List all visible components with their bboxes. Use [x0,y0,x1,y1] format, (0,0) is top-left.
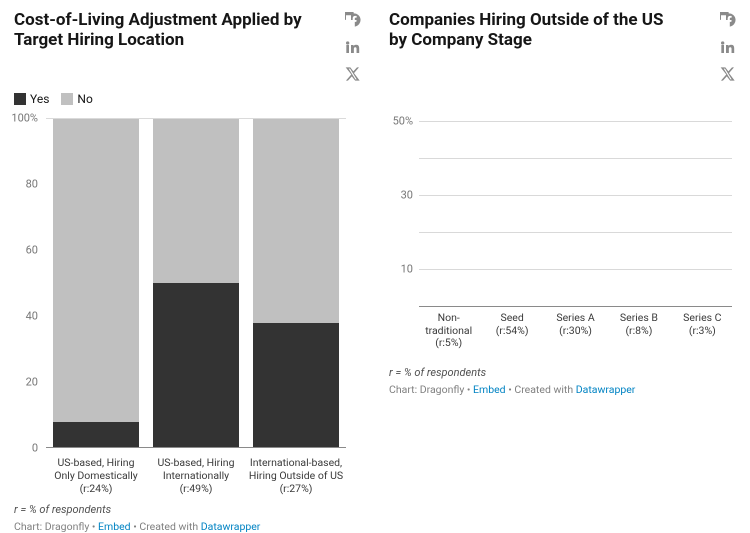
x-icon[interactable] [345,66,361,86]
legend-swatch-no [61,93,73,105]
left-footnote: r = % of respondents [14,503,361,516]
credit-prefix: Chart: Dragonfly • [389,383,473,396]
right-chart-panel: Companies Hiring Outside of the US by Co… [375,0,750,527]
y-tick: 60 [26,244,38,257]
legend-label-yes: Yes [30,92,49,106]
share-icons-left [345,10,361,86]
legend-swatch-yes [14,93,26,105]
right-footnote: r = % of respondents [389,366,736,379]
gridline: 10 [419,269,732,270]
segment-yes [153,283,239,448]
legend-item-no: No [61,92,92,106]
bar-column [146,118,246,448]
left-chart-legend: Yes No [14,92,361,106]
right-chart-header: Companies Hiring Outside of the US by Co… [389,10,736,86]
y-tick: 20 [26,376,38,389]
right-bars [419,102,732,306]
right-chart-area: 50%3010 Non-traditional(r:5%)Seed(r:54%)… [389,102,736,342]
gridline: 30 [419,195,732,196]
linkedin-icon[interactable] [345,39,361,59]
x-axis-label: Seed(r:54%) [482,312,541,350]
left-chart-title: Cost-of-Living Adjustment Applied by Tar… [14,10,304,51]
stacked-bar [53,118,139,448]
x-icon[interactable] [720,66,736,86]
facebook-icon[interactable] [345,12,361,32]
y-tick-label: 50% [393,114,419,127]
y-tick: 80 [26,178,38,191]
x-axis-label: Series B(r:8%) [609,312,668,350]
y-tick: 100% [11,112,38,125]
stacked-bar [253,118,339,448]
y-tick: 40 [26,310,38,323]
gridline [419,232,732,233]
right-x-labels: Non-traditional(r:5%)Seed(r:54%)Series A… [419,312,732,350]
facebook-icon[interactable] [720,12,736,32]
y-tick-label: 30 [401,188,419,201]
gridline [419,158,732,159]
segment-yes [53,422,139,448]
left-chart-panel: Cost-of-Living Adjustment Applied by Tar… [0,0,375,527]
gridline: 50% [419,121,732,122]
x-axis-label: Series A(r:30%) [546,312,605,350]
bar-column [46,118,146,448]
bar-column [246,118,346,448]
right-chart-title: Companies Hiring Outside of the US by Co… [389,10,679,51]
gridline [419,306,732,307]
left-chart-area: 100%806040200 US-based, Hiring Only Dome… [14,118,361,495]
x-axis-label: Series C(r:3%) [673,312,732,350]
share-icons-right [720,10,736,86]
credit-mid: • Created with [506,383,576,396]
embed-link[interactable]: Embed [473,383,506,396]
datawrapper-link[interactable]: Datawrapper [576,383,636,396]
segment-yes [253,323,339,448]
y-tick-label: 10 [401,262,419,275]
segment-no [53,118,139,422]
linkedin-icon[interactable] [720,39,736,59]
segment-no [153,118,239,283]
legend-item-yes: Yes [14,92,49,106]
right-credit: Chart: Dragonfly • Embed • Created with … [389,383,736,396]
left-chart-header: Cost-of-Living Adjustment Applied by Tar… [14,10,361,86]
stacked-bar [153,118,239,448]
stacked-chart: 100%806040200 [14,118,361,488]
segment-no [253,118,339,323]
legend-label-no: No [77,92,92,106]
y-tick: 0 [32,442,38,455]
left-bars-row [46,118,346,448]
left-y-axis: 100%806040200 [14,118,42,448]
right-grid-area: 50% 30 10 [419,102,732,306]
x-axis-label: Non-traditional(r:5%) [419,312,478,350]
